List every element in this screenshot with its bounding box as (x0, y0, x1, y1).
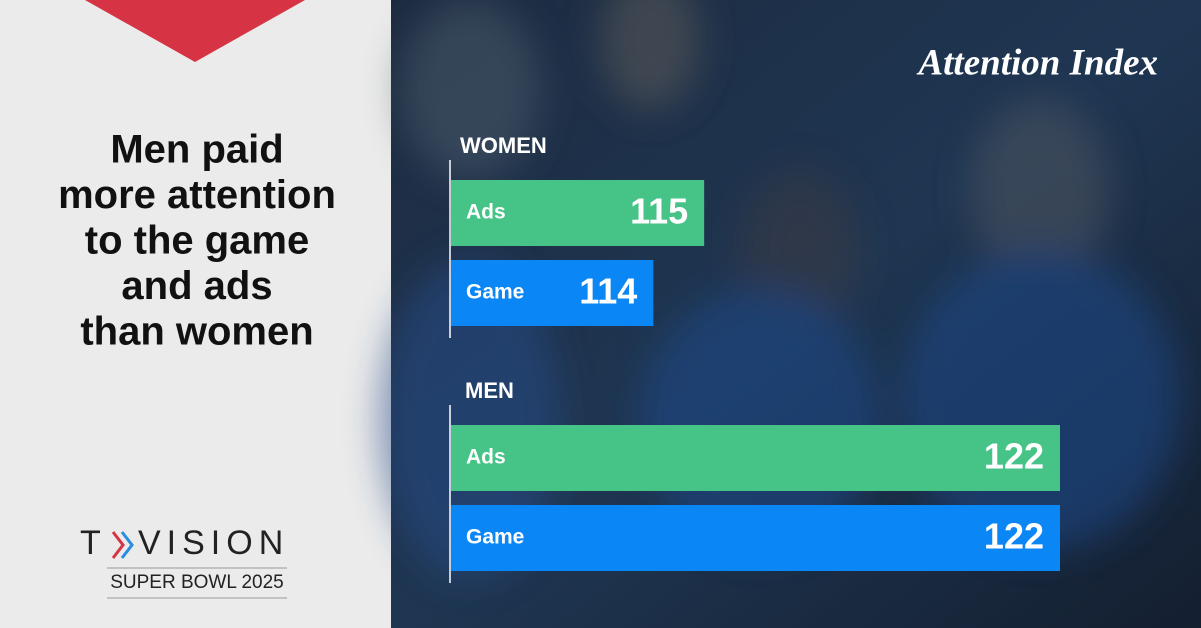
value-label: 115 (630, 191, 688, 232)
headline-line: more attention (58, 173, 336, 217)
brand-right: VISION (138, 524, 289, 562)
category-label: Ads (466, 201, 506, 224)
logo-chevron (111, 531, 125, 559)
group-label: MEN (465, 378, 514, 403)
value-label: 122 (984, 436, 1044, 477)
event-label: SUPER BOWL 2025 (110, 572, 284, 593)
group-label: WOMEN (460, 133, 547, 158)
left-panel (0, 0, 391, 628)
headline-line: and ads (121, 264, 272, 308)
category-label: Ads (466, 446, 506, 469)
category-label: Game (466, 281, 524, 304)
bar (451, 180, 705, 246)
category-label: Game (466, 526, 524, 549)
logo-chevron (120, 531, 134, 559)
bar (451, 505, 1060, 571)
headline-line: to the game (85, 219, 309, 263)
logo: T VISION SUPER BOWL 2025 (80, 524, 289, 599)
headline-line: than women (80, 310, 313, 354)
bar (451, 260, 654, 326)
value-label: 122 (984, 516, 1044, 557)
brand-left: T (80, 524, 104, 562)
value-label: 114 (579, 271, 637, 312)
headline-line: Men paid (110, 128, 283, 172)
chart-title: Attention Index (916, 42, 1158, 83)
bar (451, 425, 1060, 491)
red-triangle (85, 0, 305, 62)
